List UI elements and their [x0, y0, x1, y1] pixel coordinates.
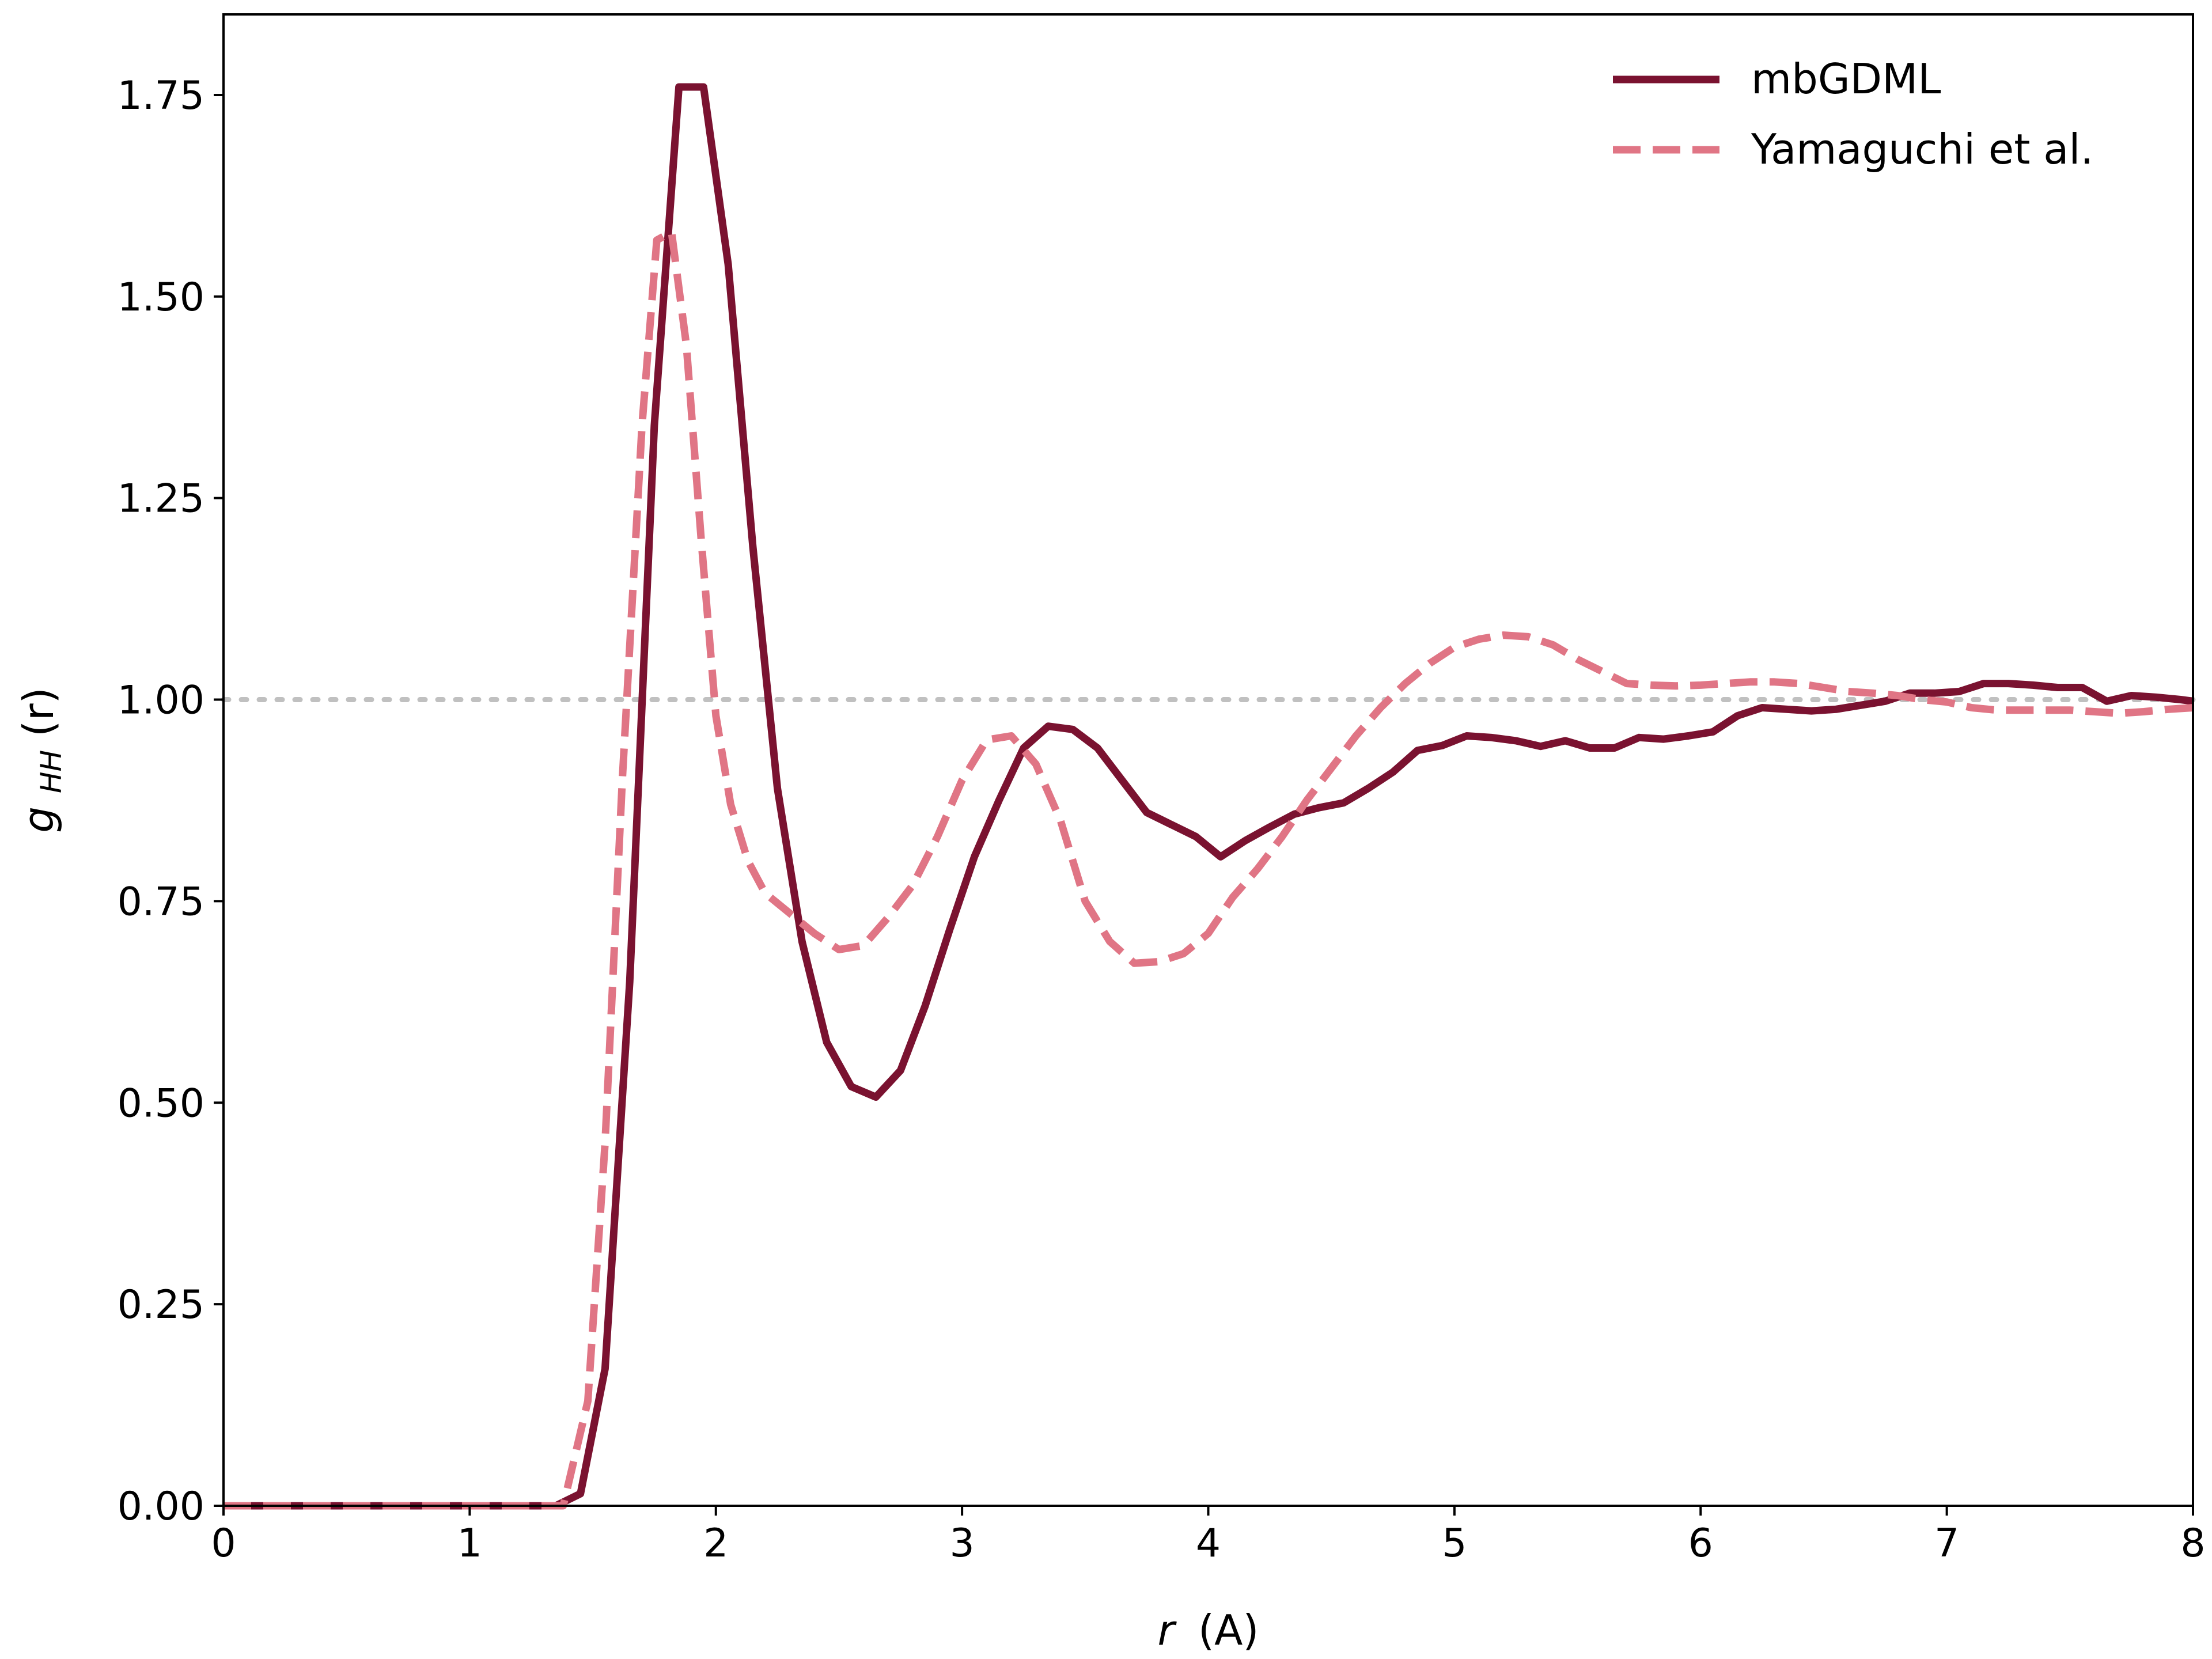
x-tick-label: 5: [1442, 1521, 1467, 1566]
y-axis-label: g HH (r): [14, 687, 71, 832]
y-tick-label: 1.75: [118, 73, 204, 119]
y-axis-label-arg: (r): [14, 687, 63, 737]
x-axis-label-unit: (A): [1198, 1606, 1259, 1654]
x-tick-label: 4: [1196, 1521, 1221, 1566]
x-tick-label: 1: [457, 1521, 482, 1566]
x-ticks: 0 1 2 3 4 5 6 7 8: [211, 1506, 2206, 1566]
x-tick-label: 3: [949, 1521, 974, 1566]
legend-label-yamaguchi: Yamaguchi et al.: [1751, 125, 2093, 173]
series-line-yamaguchi: [224, 228, 2194, 1510]
y-tick-label: 0.50: [118, 1081, 204, 1126]
legend: mbGDML Yamaguchi et al.: [1613, 55, 2093, 173]
x-tick-label: 2: [703, 1521, 728, 1566]
y-axis-label-var: g: [14, 806, 63, 833]
x-tick-label: 7: [1934, 1521, 1959, 1566]
y-tick-label: 1.25: [118, 476, 204, 522]
y-tick-label: 0.75: [118, 879, 204, 925]
y-tick-label: 0.25: [118, 1282, 204, 1328]
x-tick-label: 8: [2180, 1521, 2205, 1566]
x-tick-label: 6: [1688, 1521, 1713, 1566]
y-tick-label: 1.00: [118, 678, 204, 724]
y-tick-label: 0.00: [118, 1484, 204, 1529]
x-axis-label: r (A): [1158, 1606, 1259, 1654]
x-axis-label-var: r: [1158, 1606, 1177, 1654]
legend-label-mbgdml: mbGDML: [1751, 55, 1941, 103]
y-tick-label: 1.50: [118, 275, 204, 320]
y-axis-label-subscript: HH: [35, 750, 68, 793]
series-layer: [224, 83, 2194, 1510]
y-ticks: 0.00 0.25 0.50 0.75 1.00 1.25 1.50 1.75: [118, 73, 224, 1529]
x-tick-label: 0: [211, 1521, 236, 1566]
